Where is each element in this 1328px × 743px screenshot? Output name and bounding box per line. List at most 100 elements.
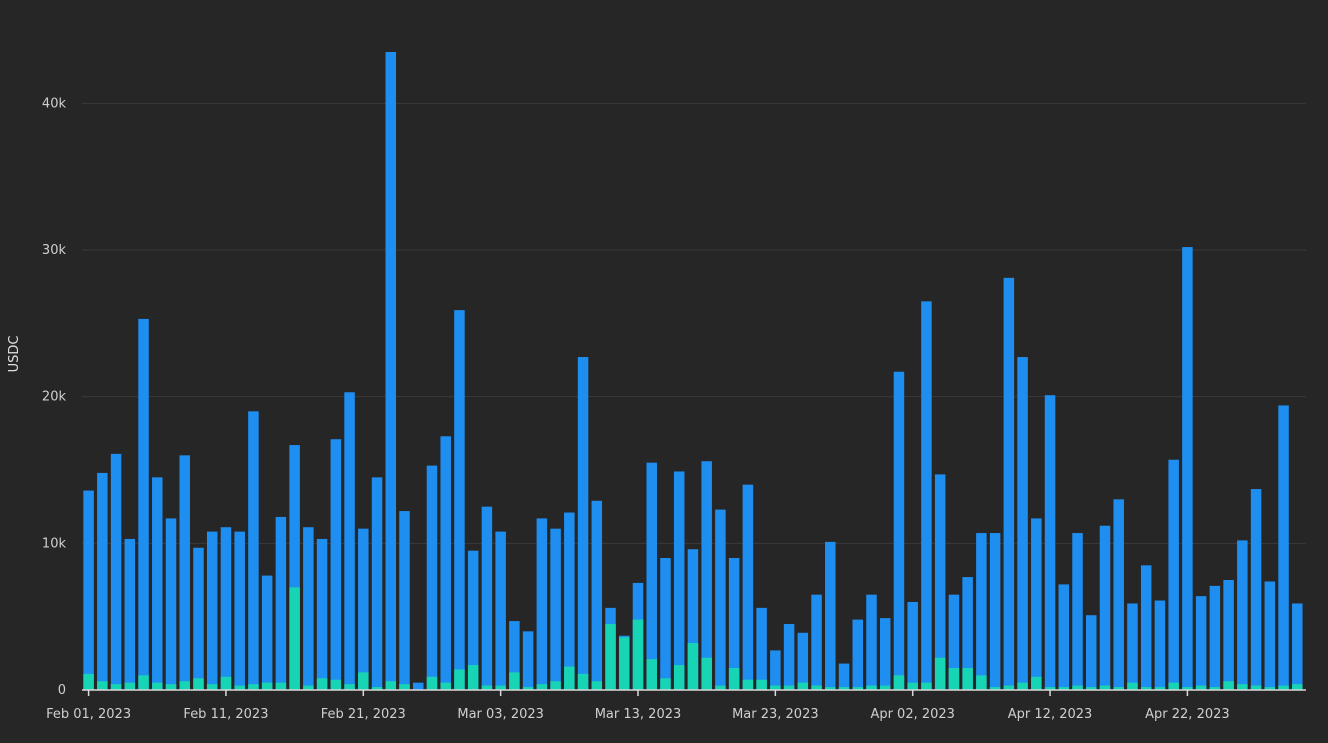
x-tick-label: Apr 22, 2023 (1145, 707, 1230, 722)
bar-segment (1072, 685, 1083, 690)
bar-total (1044, 395, 1056, 690)
bar-segment (989, 687, 1001, 690)
bar-total (495, 531, 506, 690)
bar-total (687, 549, 699, 690)
bar-total (550, 528, 561, 690)
bar-total (907, 602, 918, 690)
bar-total (399, 511, 410, 690)
y-tick-label: 40k (42, 96, 67, 111)
bar-total (564, 512, 575, 690)
y-axis-title: USDC (7, 336, 22, 373)
bar-segment (234, 685, 245, 690)
bar-total (179, 455, 190, 690)
bar-total (481, 506, 493, 690)
bar-segment (1209, 687, 1221, 690)
bar-segment (770, 685, 781, 690)
bar-segment (1292, 684, 1303, 690)
bar-segment (934, 657, 946, 690)
bar-total (1237, 540, 1248, 690)
bar-segment (1017, 682, 1028, 690)
bar-segment (152, 682, 163, 690)
bar-segment (289, 587, 300, 690)
bar-segment (673, 665, 685, 690)
bar-segment (1058, 687, 1070, 690)
bar-total (303, 527, 314, 690)
bar-segment (976, 675, 987, 690)
y-tick-label: 20k (42, 390, 67, 405)
bar-segment (1003, 685, 1015, 690)
x-tick-label: Feb 11, 2023 (183, 707, 268, 722)
bar-total (124, 538, 136, 690)
bar-segment (577, 673, 589, 690)
bar-segment (1113, 687, 1124, 690)
bar-total (989, 533, 1001, 690)
x-tick-label: Mar 23, 2023 (732, 707, 819, 722)
bar-segment (811, 685, 822, 690)
bar-total (344, 392, 355, 690)
bar-total (1182, 247, 1193, 691)
bar-total (1072, 533, 1083, 690)
bar-segment (1195, 685, 1207, 690)
bar-segment (866, 685, 877, 690)
bar-total (756, 607, 767, 690)
bar-segment (467, 665, 479, 690)
bar-total (358, 528, 369, 690)
bar-total (879, 618, 891, 690)
bar-segment (1250, 685, 1262, 690)
bar-segment (1168, 682, 1179, 690)
bar-total (825, 541, 836, 690)
bar-segment (261, 682, 273, 690)
bar-segment (1237, 684, 1248, 690)
bar-segment (495, 685, 506, 690)
bar-total (385, 52, 397, 690)
bar-segment (879, 685, 891, 690)
bar-total (261, 575, 273, 690)
bar-total (152, 477, 163, 690)
bar-total (1099, 525, 1111, 690)
bar-segment (330, 679, 342, 690)
bar-segment (1278, 685, 1289, 690)
bar-total (371, 477, 383, 690)
bar-total (206, 531, 218, 690)
bar-total (783, 624, 795, 690)
bar-segment (921, 682, 932, 690)
bar-total (97, 472, 108, 690)
bar-segment (426, 676, 438, 690)
bar-total (220, 527, 232, 690)
bar-segment (97, 681, 108, 690)
bar-segment (838, 687, 850, 690)
bar-segment (632, 619, 644, 690)
bar-total (976, 533, 987, 690)
bar-segment (1031, 676, 1042, 690)
bar-total (660, 558, 671, 690)
bar-segment (1264, 687, 1276, 690)
x-tick-label: Apr 12, 2023 (1008, 707, 1093, 722)
bar-segment (660, 678, 671, 690)
bar-total (83, 490, 94, 690)
bar-total (770, 650, 781, 690)
bar-total (811, 594, 822, 690)
bar-total (577, 357, 589, 690)
bar-segment (564, 666, 575, 690)
bar-segment (893, 675, 905, 690)
bar-total (893, 371, 905, 690)
bar-segment (481, 685, 493, 690)
bar-total (1292, 603, 1303, 690)
x-tick-label: Feb 21, 2023 (321, 707, 406, 722)
y-tick-label: 0 (58, 683, 66, 698)
bar-total (165, 518, 177, 690)
bar-segment (522, 687, 534, 690)
bar-total (866, 594, 877, 690)
bar-segment (138, 675, 149, 690)
bar-total (1113, 499, 1124, 690)
bar-total (1127, 603, 1138, 690)
bar-total (1154, 600, 1166, 690)
bars (83, 52, 1303, 691)
bar-segment (220, 676, 232, 690)
bar-segment (605, 624, 616, 690)
bar-segment (591, 681, 603, 690)
x-tick-label: Feb 01, 2023 (46, 707, 131, 722)
bar-segment (619, 637, 630, 690)
x-tick-label: Mar 03, 2023 (457, 707, 544, 722)
bar-total (1278, 405, 1289, 690)
